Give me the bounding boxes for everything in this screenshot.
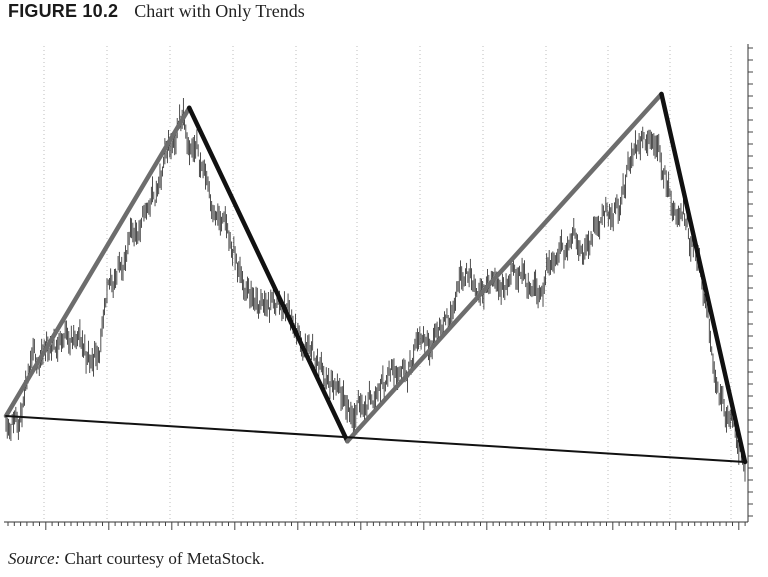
downtrend-line xyxy=(659,91,748,465)
vertical-gridlines xyxy=(43,46,732,522)
figure-number: FIGURE 10.2 xyxy=(8,1,119,21)
source-note: Source: Chart courtesy of MetaStock. xyxy=(8,549,265,569)
figure-title: Chart with Only Trends xyxy=(134,1,305,21)
downtrend-line xyxy=(187,105,350,444)
source-text: Chart courtesy of MetaStock. xyxy=(60,549,265,568)
trend-lines xyxy=(3,91,748,465)
uptrend-line xyxy=(3,105,192,419)
figure-header: FIGURE 10.2 Chart with Only Trends xyxy=(8,1,305,22)
x-axis-ticks xyxy=(7,522,746,530)
trend-chart xyxy=(3,44,753,530)
uptrend-line xyxy=(345,91,664,444)
y-axis-ticks xyxy=(748,47,753,517)
source-label: Source: xyxy=(8,549,61,568)
support-line xyxy=(5,415,746,463)
price-bars xyxy=(5,98,746,482)
